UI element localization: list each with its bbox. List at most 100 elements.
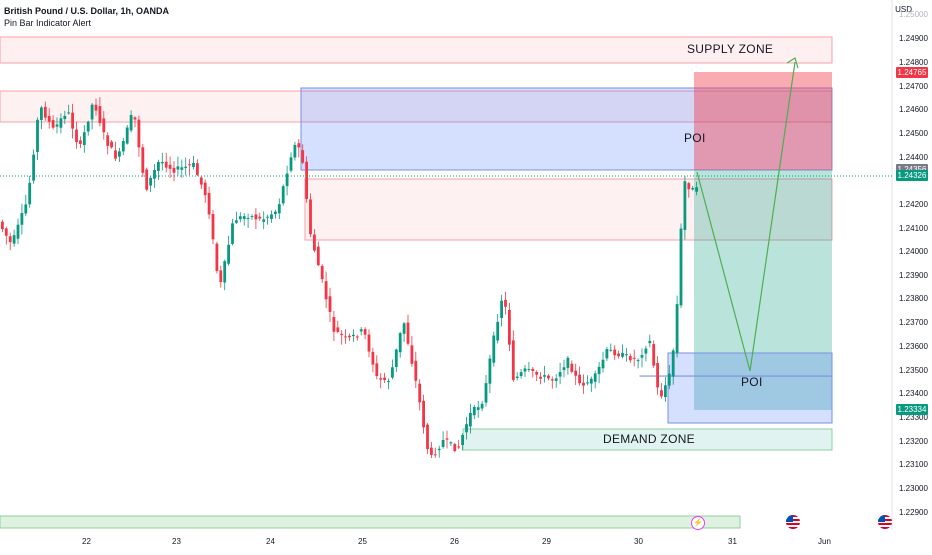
candle-body (453, 444, 456, 451)
candle-body (79, 140, 82, 144)
candle-body (598, 367, 601, 374)
candle-body (364, 329, 367, 335)
candle-body (450, 442, 453, 443)
candle-body (118, 151, 121, 156)
candle-body (247, 218, 250, 219)
candle-body (313, 235, 316, 251)
lightning-icon[interactable]: ⚡ (691, 516, 705, 530)
poi-label-lower: POI (741, 375, 763, 389)
us-flag-icon[interactable] (878, 515, 892, 529)
price-tick: 1.23200 (899, 437, 928, 446)
price-tick: 1.23900 (899, 271, 928, 280)
candle-body (235, 220, 238, 222)
candle-body (227, 245, 230, 264)
candle-body (1, 222, 4, 229)
candle-body (512, 340, 515, 380)
price-tick: 1.24800 (899, 58, 928, 67)
candle-body (465, 424, 468, 432)
candle-body (157, 162, 160, 171)
candle-body (239, 216, 242, 219)
price-tick: 1.24900 (899, 34, 928, 43)
candle-body (485, 383, 488, 402)
candle-body (582, 383, 585, 386)
candle-body (508, 310, 511, 345)
candle-body (520, 372, 523, 376)
candle-body (395, 350, 398, 367)
candle-body (504, 300, 507, 307)
us-flag-icon[interactable] (786, 515, 800, 529)
candle-body (208, 193, 211, 214)
candle-body (13, 235, 16, 243)
time-label: 22 (82, 537, 91, 546)
price-tick: 1.23400 (899, 389, 928, 398)
candle-body (106, 135, 109, 146)
candle-body (165, 162, 168, 168)
candle-body (258, 217, 261, 219)
candle-body (687, 183, 690, 189)
time-label: 24 (266, 537, 275, 546)
candle-body (340, 334, 343, 335)
candle-body (648, 341, 651, 343)
candle-body (629, 356, 632, 360)
price-tick: 1.23500 (899, 366, 928, 375)
candle-body (516, 377, 519, 378)
candle-body (422, 401, 425, 428)
candle-body (145, 169, 148, 189)
candle-body (602, 360, 605, 369)
candle-body (75, 130, 78, 143)
candle-body (188, 164, 191, 165)
time-label: Jun (818, 537, 831, 546)
candle-body (204, 183, 207, 196)
candle-body (489, 358, 492, 383)
candle-body (290, 157, 293, 170)
candle-body (255, 214, 258, 219)
candle-body (317, 247, 320, 266)
candle-body (348, 336, 351, 337)
candle-body (481, 404, 484, 409)
candle-body (297, 143, 300, 147)
indicator-name[interactable]: Pin Bar Indicator Alert (4, 18, 91, 28)
candle-body (594, 373, 597, 381)
candle-body (286, 174, 289, 187)
position-stop-area[interactable] (694, 72, 832, 170)
candle-body (56, 124, 59, 126)
candle-body (282, 186, 285, 203)
price-tick: 1.25000 (899, 10, 928, 19)
candle-body (590, 379, 593, 384)
candle-body (60, 118, 63, 127)
candle-body (524, 368, 527, 371)
candle-body (87, 122, 90, 132)
candle-body (333, 317, 336, 332)
candle-body (586, 382, 589, 383)
candle-body (680, 229, 683, 306)
candle-body (684, 181, 687, 230)
candle-body (399, 333, 402, 352)
price-tick: 1.22900 (899, 508, 928, 517)
candle-body (212, 214, 215, 239)
candle-body (446, 438, 449, 439)
candle-body (539, 377, 542, 379)
candle-body (352, 335, 355, 336)
candle-body (403, 323, 406, 334)
candle-body (231, 223, 234, 244)
candle-body (613, 350, 616, 356)
candle-body (469, 413, 472, 427)
candle-body (48, 116, 51, 122)
candle-body (122, 141, 125, 151)
price-tag-current: 1.24326 (896, 170, 928, 181)
candle-body (67, 112, 70, 113)
time-label: 29 (542, 537, 551, 546)
candle-body (251, 216, 254, 217)
candle-body (301, 150, 304, 162)
candle-body (547, 376, 550, 379)
candle-body (621, 353, 624, 357)
candle-body (411, 345, 414, 363)
session-strip (0, 516, 740, 528)
symbol-title[interactable]: British Pound / U.S. Dollar, 1h, OANDA (4, 6, 169, 16)
candle-body (149, 178, 152, 186)
candle-body (243, 216, 246, 219)
candle-body (219, 270, 222, 282)
candle-body (95, 105, 98, 111)
